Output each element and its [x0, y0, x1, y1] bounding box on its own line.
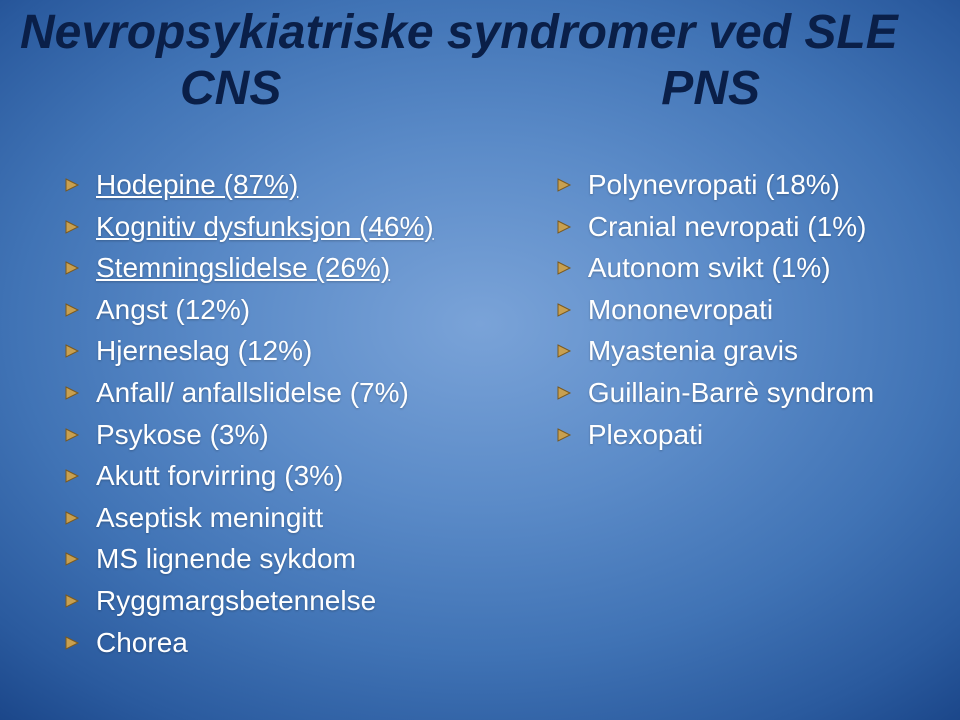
bullet-text: Aseptisk meningitt: [96, 501, 526, 535]
left-column: Hodepine (87%) Kognitiv dysfunksjon (46%…: [0, 168, 526, 667]
list-item: Polynevropati (18%): [556, 168, 960, 202]
title-subheads: CNS PNS: [20, 62, 940, 116]
bullet-text: Plexopati: [588, 418, 960, 452]
slide-title: Nevropsykiatriske syndromer ved SLE CNS …: [20, 6, 940, 116]
list-item: Kognitiv dysfunksjon (46%): [64, 210, 526, 244]
bullet-text: Angst (12%): [96, 293, 526, 327]
bullet-arrow-icon: [64, 219, 82, 235]
list-item: MS lignende sykdom: [64, 542, 526, 576]
list-item: Chorea: [64, 626, 526, 660]
bullet-text: MS lignende sykdom: [96, 542, 526, 576]
bullet-arrow-icon: [64, 302, 82, 318]
title-right: PNS: [661, 62, 760, 116]
bullet-arrow-icon: [64, 468, 82, 484]
bullet-text: Guillain-Barrè syndrom: [588, 376, 960, 410]
bullet-arrow-icon: [64, 635, 82, 651]
bullet-text: Myastenia gravis: [588, 334, 960, 368]
content-columns: Hodepine (87%) Kognitiv dysfunksjon (46%…: [0, 168, 960, 667]
bullet-arrow-icon: [64, 551, 82, 567]
list-item: Myastenia gravis: [556, 334, 960, 368]
list-item: Psykose (3%): [64, 418, 526, 452]
bullet-text: Anfall/ anfallslidelse (7%): [96, 376, 526, 410]
bullet-text: Akutt forvirring (3%): [96, 459, 526, 493]
bullet-arrow-icon: [64, 177, 82, 193]
list-item: Stemningslidelse (26%): [64, 251, 526, 285]
list-item: Aseptisk meningitt: [64, 501, 526, 535]
bullet-arrow-icon: [556, 427, 574, 443]
bullet-arrow-icon: [64, 385, 82, 401]
title-left: CNS: [180, 62, 281, 116]
list-item: Angst (12%): [64, 293, 526, 327]
list-item: Anfall/ anfallslidelse (7%): [64, 376, 526, 410]
bullet-text: Mononevropati: [588, 293, 960, 327]
bullet-text: Stemningslidelse (26%): [96, 251, 526, 285]
bullet-arrow-icon: [556, 302, 574, 318]
bullet-arrow-icon: [556, 343, 574, 359]
list-item: Ryggmargsbetennelse: [64, 584, 526, 618]
bullet-arrow-icon: [556, 260, 574, 276]
bullet-text: Psykose (3%): [96, 418, 526, 452]
bullet-arrow-icon: [64, 510, 82, 526]
bullet-text: Cranial nevropati (1%): [588, 210, 960, 244]
bullet-text: Kognitiv dysfunksjon (46%): [96, 210, 526, 244]
title-main: Nevropsykiatriske syndromer ved SLE: [20, 6, 940, 60]
bullet-arrow-icon: [64, 260, 82, 276]
list-item: Hodepine (87%): [64, 168, 526, 202]
bullet-arrow-icon: [556, 385, 574, 401]
list-item: Akutt forvirring (3%): [64, 459, 526, 493]
bullet-arrow-icon: [556, 177, 574, 193]
bullet-text: Autonom svikt (1%): [588, 251, 960, 285]
bullet-text: Polynevropati (18%): [588, 168, 960, 202]
list-item: Autonom svikt (1%): [556, 251, 960, 285]
bullet-text: Hodepine (87%): [96, 168, 526, 202]
bullet-arrow-icon: [556, 219, 574, 235]
right-column: Polynevropati (18%) Cranial nevropati (1…: [526, 168, 960, 667]
list-item: Guillain-Barrè syndrom: [556, 376, 960, 410]
list-item: Cranial nevropati (1%): [556, 210, 960, 244]
bullet-arrow-icon: [64, 427, 82, 443]
bullet-text: Ryggmargsbetennelse: [96, 584, 526, 618]
bullet-arrow-icon: [64, 343, 82, 359]
list-item: Plexopati: [556, 418, 960, 452]
list-item: Hjerneslag (12%): [64, 334, 526, 368]
list-item: Mononevropati: [556, 293, 960, 327]
bullet-text: Chorea: [96, 626, 526, 660]
bullet-arrow-icon: [64, 593, 82, 609]
bullet-text: Hjerneslag (12%): [96, 334, 526, 368]
